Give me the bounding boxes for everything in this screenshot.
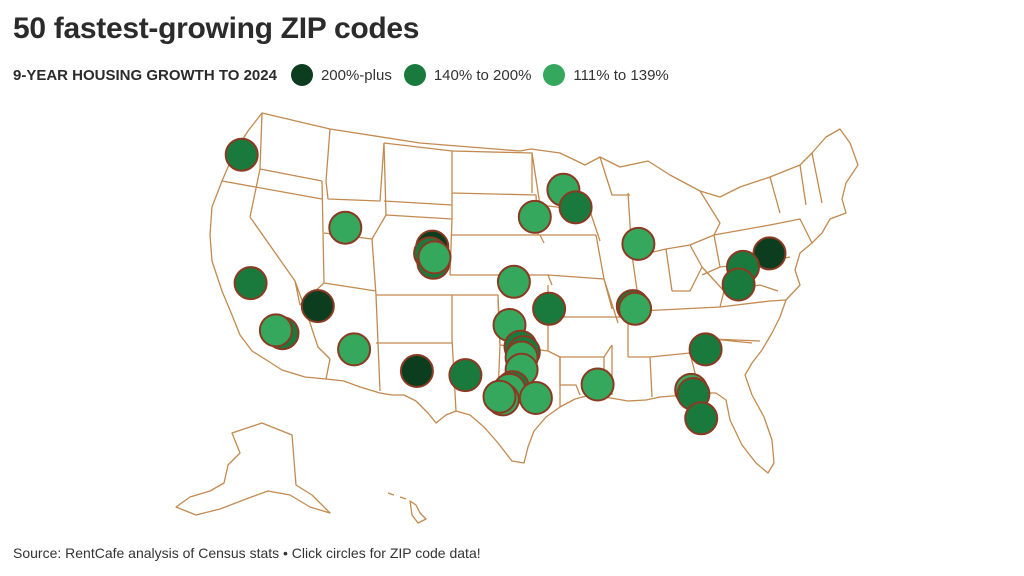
zip-marker[interactable] [618,291,653,326]
zip-marker[interactable] [621,226,656,261]
zip-marker[interactable] [496,264,531,299]
legend-label-111-139: 111% to 139% [573,66,669,84]
zip-marker[interactable] [448,358,483,393]
us-outline [209,112,859,474]
hawaii [387,492,427,524]
zip-marker[interactable] [224,137,259,172]
legend-heading: 9-YEAR HOUSING GROWTH TO 2024 [13,66,277,84]
legend-item-200-plus: 200%-plus [290,64,392,86]
us-map-svg [175,112,859,524]
legend-item-140-200: 140% to 200% [403,64,532,86]
zip-marker[interactable] [417,240,452,275]
zip-marker[interactable] [482,379,517,414]
zip-marker[interactable] [532,291,567,326]
zip-marker[interactable] [518,381,553,415]
legend-swatch-140-200 [403,64,426,86]
legend-label-140-200: 140% to 200% [433,66,532,84]
legend-swatch-111-139 [543,64,566,86]
markers-layer [224,137,787,436]
legend-label-200-plus: 200%-plus [320,66,392,84]
zip-marker[interactable] [752,236,787,271]
zip-marker[interactable] [684,401,719,436]
legend: 9-YEAR HOUSING GROWTH TO 2024 200%-plus … [13,62,681,88]
zip-marker[interactable] [688,332,723,367]
zip-marker[interactable] [399,354,434,388]
zip-marker[interactable] [580,367,615,402]
zip-marker[interactable] [258,313,293,348]
zip-marker[interactable] [721,267,756,302]
zip-marker[interactable] [233,266,268,301]
legend-item-111-139: 111% to 139% [543,64,669,86]
legend-swatch-200-plus [290,64,313,86]
zip-marker[interactable] [337,332,372,367]
zip-marker[interactable] [558,190,593,225]
zip-marker[interactable] [517,199,552,234]
alaska [175,422,331,516]
zip-marker[interactable] [328,210,363,245]
map-title: 50 fastest-growing ZIP codes [13,12,420,45]
source-note: Source: RentCafe analysis of Census stat… [13,545,481,561]
us-map [0,95,1024,535]
zip-marker[interactable] [300,289,335,324]
